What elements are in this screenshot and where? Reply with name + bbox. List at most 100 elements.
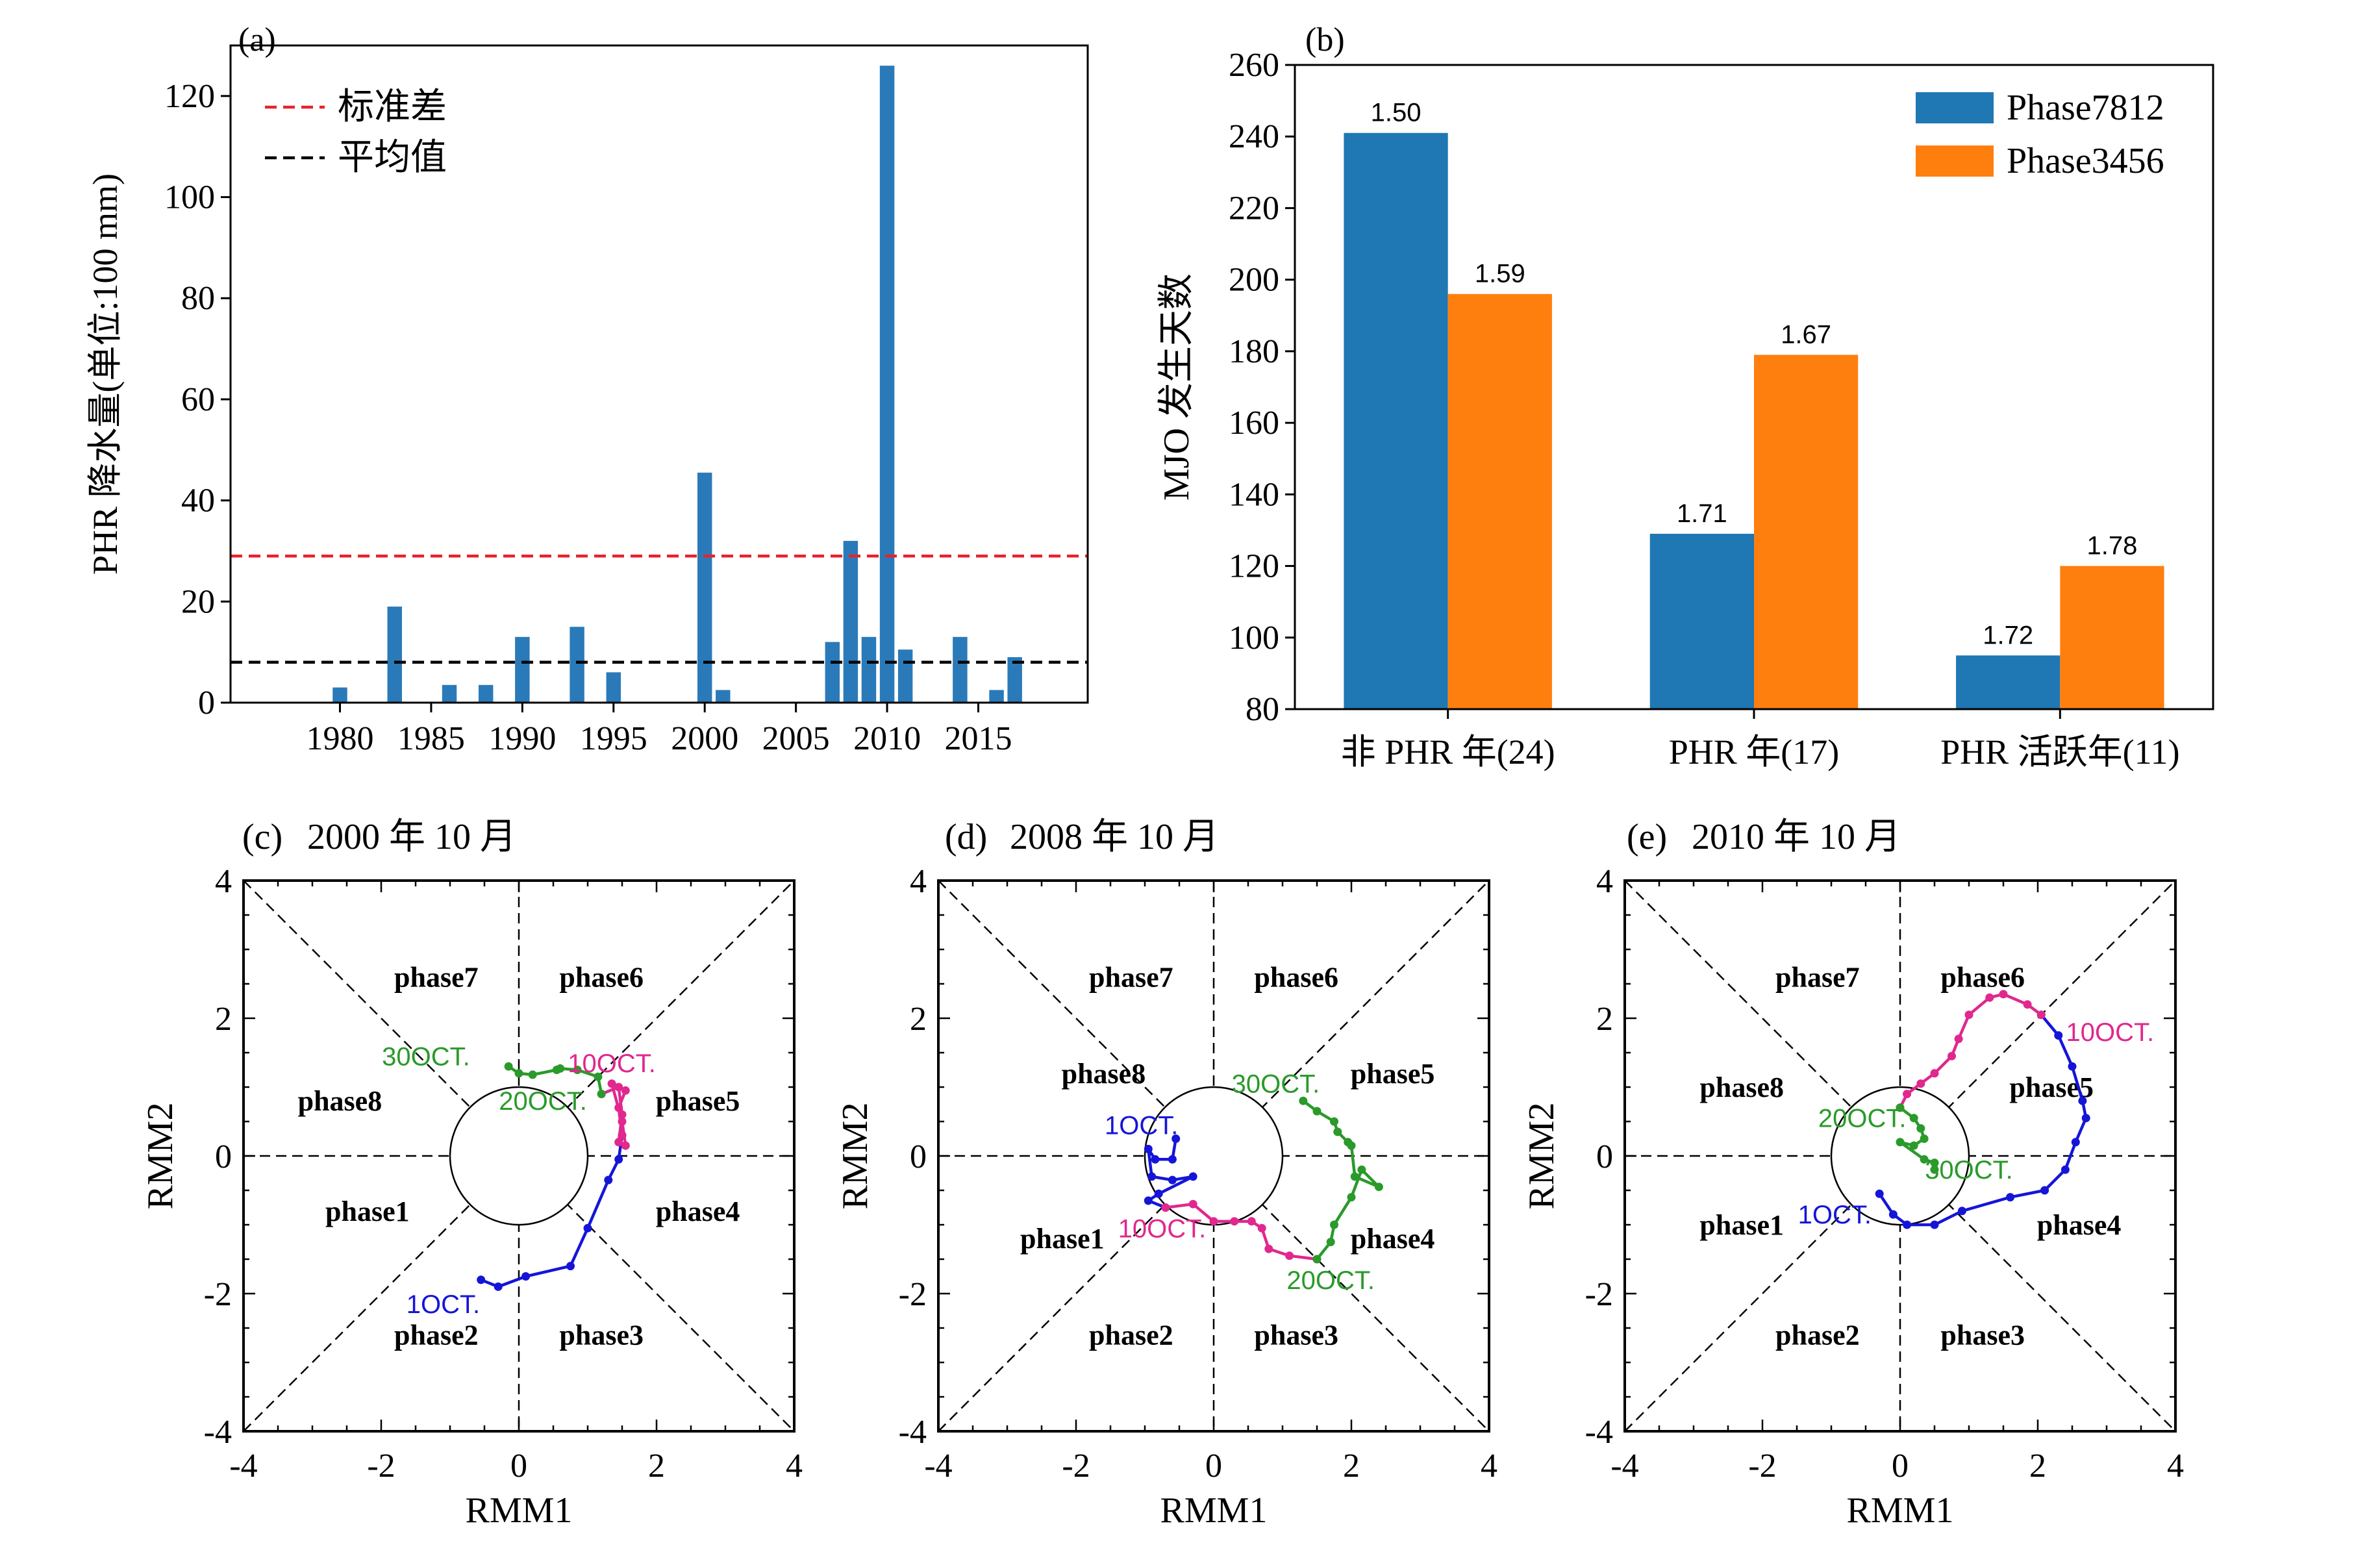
- x-tick-label: 0: [510, 1447, 527, 1485]
- trajectory-point: [1347, 1193, 1356, 1202]
- y-tick-label: -4: [204, 1414, 232, 1451]
- unit-circle: [449, 1086, 589, 1226]
- date-annotation: 30OCT.: [382, 1042, 470, 1071]
- panel-label: (e): [1627, 817, 1667, 857]
- y-tick-label: 4: [215, 863, 232, 900]
- y-tick-label: 2: [1596, 1001, 1613, 1038]
- x-tick-label: 4: [2167, 1447, 2184, 1485]
- trajectory-point: [2081, 1114, 2090, 1123]
- panel-e-rmm-phase-diagram-2010: (e) 2010 年 10 月 -4-4 -2 -2 0 0 2 2 4 4 RMM1 RMM2 phas…: [1522, 817, 2184, 1531]
- bar: [1447, 294, 1552, 709]
- panel-title: 2000 年 10 月: [307, 817, 516, 857]
- x-axis-label: RMM1: [466, 1490, 573, 1531]
- trajectory-point: [607, 1079, 616, 1088]
- legend-label: Phase7812: [2007, 88, 2164, 128]
- trajectory-line: [1878, 1014, 2088, 1227]
- trajectory-point: [1168, 1175, 1177, 1184]
- x-axis-label: RMM1: [1847, 1490, 1954, 1531]
- bar: [843, 540, 858, 703]
- legend-label: Phase3456: [2007, 141, 2164, 181]
- trajectory-point: [1875, 1189, 1884, 1198]
- trajectory-point: [1230, 1217, 1239, 1226]
- trajectory-point: [1330, 1117, 1338, 1126]
- trajectory-point: [1168, 1155, 1177, 1164]
- y-tick-label: 260: [1229, 47, 1279, 84]
- bar: [1956, 655, 2061, 709]
- y-tick-label: 220: [1229, 190, 1279, 227]
- phase-label: phase2: [394, 1320, 479, 1351]
- trajectory-point: [1916, 1124, 1925, 1133]
- trajectory-point: [583, 1223, 592, 1233]
- x-tick-label: -4: [229, 1447, 257, 1485]
- x-tick-label: 1980: [307, 720, 374, 757]
- trajectory-point: [614, 1138, 623, 1147]
- bar: [1007, 657, 1022, 703]
- bar: [387, 607, 402, 703]
- phase-label: phase8: [298, 1085, 382, 1117]
- x-tick-label: PHR 年(17): [1669, 733, 1840, 771]
- trajectory-point: [1326, 1238, 1335, 1246]
- y-tick-label: 120: [1229, 548, 1279, 585]
- phase-label: phase7: [394, 961, 479, 993]
- x-tick-label: 2000: [671, 720, 738, 757]
- bar: [861, 636, 877, 703]
- panel-title: 2008 年 10 月: [1010, 817, 1219, 857]
- bar-value-label: 1.59: [1475, 260, 1525, 288]
- date-annotation: 1OCT.: [407, 1290, 480, 1319]
- trajectory-point: [2040, 1186, 2049, 1195]
- phase-label: phase4: [2037, 1209, 2122, 1241]
- phase-label: phase4: [1351, 1223, 1435, 1255]
- trajectory-point: [477, 1275, 486, 1285]
- x-tick-label: 2005: [762, 720, 830, 757]
- phase-label: phase4: [656, 1196, 740, 1227]
- y-tick-label: 20: [181, 583, 215, 620]
- phase-label: phase3: [559, 1320, 644, 1351]
- bar: [606, 672, 621, 703]
- phase-label: phase5: [1351, 1058, 1435, 1090]
- y-tick-label: 80: [1246, 691, 1279, 728]
- y-tick-label: 200: [1229, 262, 1279, 299]
- trajectory-point: [1147, 1172, 1157, 1181]
- date-annotation: 1OCT.: [1798, 1201, 1872, 1229]
- trajectory-point: [1144, 1144, 1153, 1153]
- date-annotation: 10OCT.: [2066, 1018, 2154, 1047]
- y-tick-label: 140: [1229, 476, 1279, 513]
- y-tick-label: 4: [910, 863, 927, 900]
- phase-label: phase6: [1940, 961, 2025, 993]
- trajectory-point: [1909, 1114, 1918, 1123]
- trajectory-point: [1930, 1220, 1939, 1229]
- trajectory-point: [614, 1155, 623, 1164]
- bar: [716, 690, 731, 703]
- y-tick-label: 4: [1596, 863, 1613, 900]
- bar: [2060, 566, 2164, 709]
- date-annotation: 20OCT.: [1286, 1266, 1375, 1295]
- phase-label: phase1: [1699, 1209, 1784, 1241]
- trajectory-point: [1888, 1210, 1898, 1219]
- y-tick-label: 0: [215, 1138, 232, 1175]
- trajectory-point: [1930, 1165, 1939, 1174]
- trajectory-point: [1957, 1207, 1966, 1216]
- trajectory-point: [604, 1175, 613, 1184]
- date-annotation: 20OCT.: [499, 1087, 587, 1116]
- trajectory-point: [1144, 1196, 1153, 1205]
- trajectory-point: [618, 1117, 627, 1126]
- trajectory-point: [2036, 1010, 2046, 1020]
- phase-label: phase8: [1699, 1072, 1784, 1103]
- trajectory-point: [1188, 1199, 1197, 1209]
- y-tick-label: 2: [910, 1001, 927, 1038]
- trajectory-point: [618, 1110, 627, 1119]
- trajectory-point: [1350, 1172, 1359, 1181]
- trajectory-point: [1374, 1183, 1383, 1192]
- trajectory-point: [521, 1272, 531, 1281]
- y-axis-label: RMM2: [1522, 1103, 1562, 1210]
- panel-c-rmm-phase-diagram-2000: (c) 2000 年 10 月 -4-4 -2 -2 0 0 2 2 4 4 RMM1 RMM2 phas…: [140, 817, 803, 1531]
- trajectory-point: [1161, 1203, 1170, 1212]
- phase-label: phase7: [1775, 961, 1860, 993]
- bar: [879, 66, 895, 703]
- y-tick-label: 100: [1229, 620, 1279, 657]
- panel-label: (d): [945, 817, 987, 857]
- bar: [897, 649, 913, 703]
- bar-value-label: 1.72: [1983, 621, 2033, 649]
- phase-label: phase7: [1089, 961, 1173, 993]
